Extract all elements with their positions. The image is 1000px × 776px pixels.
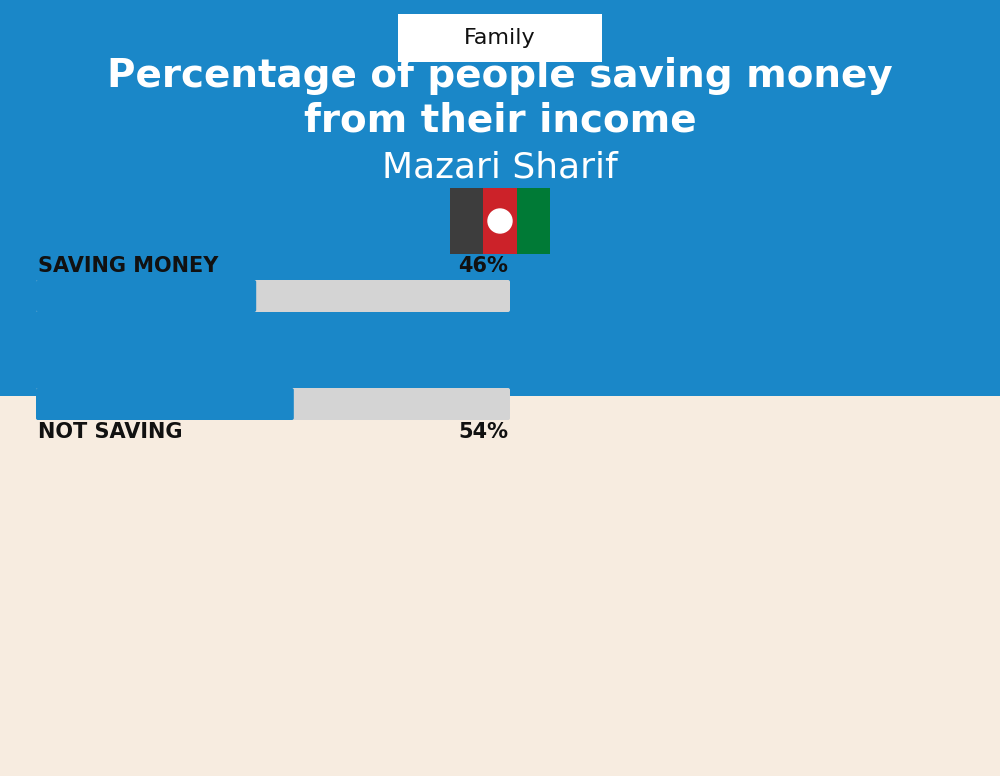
Bar	[517, 188, 550, 254]
Bar	[450, 188, 483, 254]
Text: Family: Family	[464, 28, 536, 48]
Text: NOT SAVING: NOT SAVING	[38, 422, 182, 442]
Text: Percentage of people saving money: Percentage of people saving money	[107, 57, 893, 95]
Text: from their income: from their income	[304, 101, 696, 139]
Text: SAVING MONEY: SAVING MONEY	[38, 256, 218, 276]
Text: 46%: 46%	[458, 256, 508, 276]
FancyBboxPatch shape	[36, 388, 510, 420]
Text: 54%: 54%	[458, 422, 508, 442]
Circle shape	[488, 209, 512, 233]
FancyBboxPatch shape	[36, 388, 294, 420]
FancyBboxPatch shape	[36, 280, 510, 312]
Polygon shape	[0, 0, 1000, 296]
Bar	[483, 188, 517, 254]
FancyBboxPatch shape	[398, 14, 602, 62]
Text: Mazari Sharif: Mazari Sharif	[382, 151, 618, 185]
Bar	[0, 0, 1000, 396]
FancyBboxPatch shape	[36, 280, 256, 312]
